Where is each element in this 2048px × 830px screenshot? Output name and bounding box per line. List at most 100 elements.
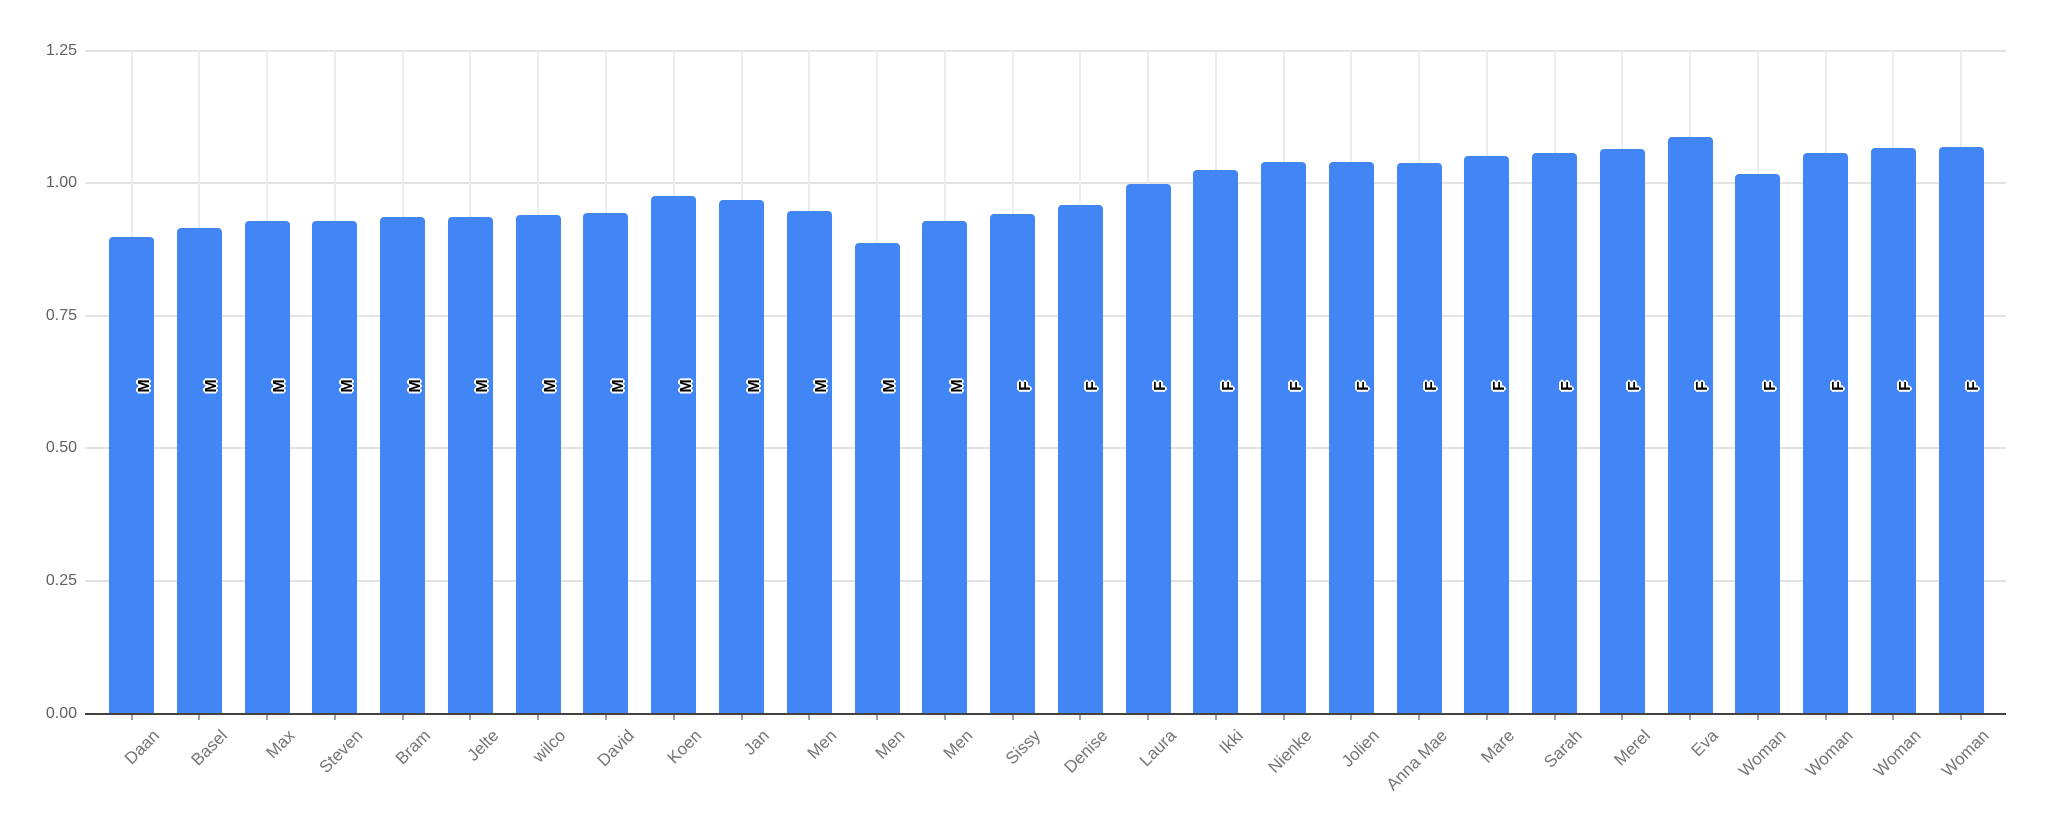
bar-annotation: F bbox=[1152, 381, 1170, 391]
y-axis-label: 0.00 bbox=[45, 704, 77, 722]
bar-annotation: M bbox=[745, 379, 763, 393]
axis-tick bbox=[1485, 715, 1488, 720]
x-axis-label: Men bbox=[939, 726, 977, 763]
h-gridline bbox=[85, 49, 2006, 52]
y-axis-label: 1.00 bbox=[45, 174, 77, 192]
axis-tick bbox=[1689, 715, 1692, 720]
bar-annotation: M bbox=[406, 379, 424, 393]
axis-tick bbox=[1282, 715, 1285, 720]
bar[interactable] bbox=[1870, 147, 1916, 714]
axis-tick bbox=[1756, 715, 1759, 720]
axis-baseline bbox=[85, 712, 2006, 715]
bar[interactable] bbox=[1938, 147, 1984, 714]
axis-tick bbox=[1621, 715, 1624, 720]
bar[interactable] bbox=[1261, 162, 1307, 714]
bar[interactable] bbox=[990, 214, 1036, 714]
bar[interactable] bbox=[1193, 170, 1239, 714]
bar[interactable] bbox=[515, 214, 561, 714]
bar-annotation: M bbox=[609, 379, 627, 393]
bar[interactable] bbox=[651, 195, 697, 714]
axis-tick bbox=[876, 715, 879, 720]
bar-annotation: M bbox=[881, 379, 899, 393]
x-axis-label: Jan bbox=[740, 726, 773, 759]
x-axis-label: Denise bbox=[1060, 726, 1112, 777]
axis-tick bbox=[1892, 715, 1895, 720]
bar[interactable] bbox=[1803, 152, 1849, 714]
bar-annotation: F bbox=[1355, 381, 1373, 391]
axis-tick bbox=[266, 715, 269, 720]
x-axis-label: Nienke bbox=[1264, 726, 1315, 777]
x-axis-label: Men bbox=[803, 726, 841, 763]
bar-annotation: M bbox=[677, 379, 695, 393]
axis-tick bbox=[333, 715, 336, 720]
x-axis-label: Woman bbox=[1734, 726, 1790, 781]
bar[interactable] bbox=[176, 228, 222, 714]
axis-tick bbox=[1214, 715, 1217, 720]
h-gridline bbox=[85, 182, 2006, 185]
bar[interactable] bbox=[447, 216, 493, 714]
bar-annotation: M bbox=[271, 379, 289, 393]
axis-tick bbox=[943, 715, 946, 720]
bar[interactable] bbox=[854, 243, 900, 714]
bar[interactable] bbox=[380, 217, 426, 714]
x-axis-label: Woman bbox=[1802, 726, 1858, 781]
x-axis-label: Merel bbox=[1610, 726, 1654, 770]
h-gridline bbox=[85, 447, 2006, 450]
axis-tick bbox=[401, 715, 404, 720]
axis-tick bbox=[1553, 715, 1556, 720]
bar[interactable] bbox=[1735, 173, 1781, 714]
x-axis-label: Ikki bbox=[1215, 726, 1248, 758]
bar-annotation: M bbox=[813, 379, 831, 393]
y-axis-label: 0.75 bbox=[45, 306, 77, 324]
x-axis-label: Basel bbox=[187, 726, 231, 770]
bar-annotation: M bbox=[474, 379, 492, 393]
bar-annotation: F bbox=[1558, 381, 1576, 391]
bar[interactable] bbox=[312, 221, 358, 714]
bar-annotation: F bbox=[1084, 381, 1102, 391]
axis-tick bbox=[672, 715, 675, 720]
bar-annotation: M bbox=[203, 379, 221, 393]
axis-tick bbox=[1350, 715, 1353, 720]
bar[interactable] bbox=[1396, 162, 1442, 714]
x-axis-label: Woman bbox=[1937, 726, 1993, 781]
bar[interactable] bbox=[1328, 162, 1374, 714]
x-axis-label: Max bbox=[262, 726, 299, 763]
x-axis-label: Bram bbox=[391, 726, 435, 769]
bar[interactable] bbox=[1125, 183, 1171, 714]
bar[interactable] bbox=[1599, 148, 1645, 714]
bar-annotation: F bbox=[1965, 381, 1983, 391]
x-axis-label: Laura bbox=[1135, 726, 1180, 771]
bar-annotation: F bbox=[1897, 381, 1915, 391]
axis-tick bbox=[537, 715, 540, 720]
bar[interactable] bbox=[244, 221, 290, 714]
bar[interactable] bbox=[583, 212, 629, 714]
x-axis-label: Daan bbox=[120, 726, 164, 769]
y-axis-label: 0.25 bbox=[45, 571, 77, 589]
x-axis-label: Jolien bbox=[1337, 726, 1383, 771]
x-axis-label: Woman bbox=[1870, 726, 1925, 781]
x-axis-label: Men bbox=[871, 726, 909, 763]
bar[interactable] bbox=[109, 236, 155, 714]
x-axis-label: Steven bbox=[315, 726, 367, 777]
bar[interactable] bbox=[1464, 156, 1510, 714]
bar[interactable] bbox=[1057, 204, 1103, 714]
bar-annotation: F bbox=[1694, 381, 1712, 391]
bar-annotation: M bbox=[135, 379, 153, 393]
axis-tick bbox=[1147, 715, 1150, 720]
bar[interactable] bbox=[1532, 153, 1578, 714]
bar-annotation: F bbox=[1287, 381, 1305, 391]
bar-annotation: F bbox=[1626, 381, 1644, 391]
bar[interactable] bbox=[719, 200, 764, 714]
axis-tick bbox=[1960, 715, 1963, 720]
bar[interactable] bbox=[922, 220, 968, 714]
bar-annotation: F bbox=[1761, 381, 1779, 391]
bar[interactable] bbox=[786, 210, 832, 714]
bar-annotation: F bbox=[1829, 381, 1847, 391]
x-axis-label: Eva bbox=[1687, 726, 1722, 761]
axis-tick bbox=[130, 715, 133, 720]
bar-annotation: F bbox=[1016, 381, 1034, 391]
bar[interactable] bbox=[1667, 136, 1713, 714]
x-axis-label: Anna Mae bbox=[1382, 726, 1451, 795]
bar-annotation: M bbox=[948, 379, 966, 393]
